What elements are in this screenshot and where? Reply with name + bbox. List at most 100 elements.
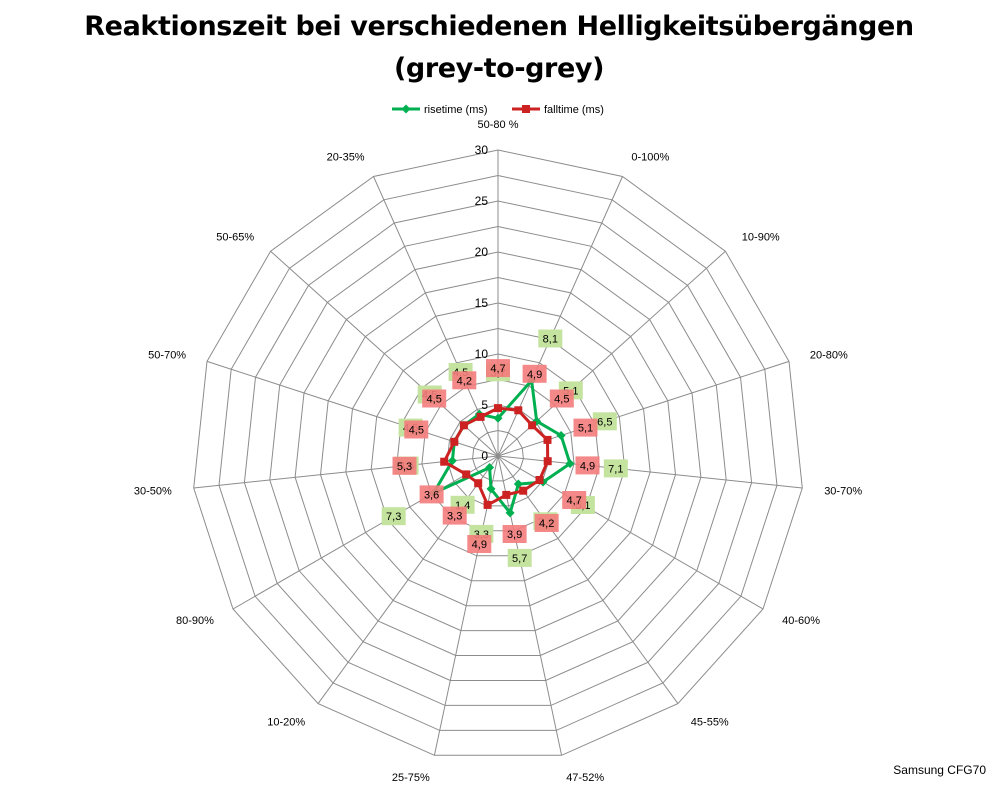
grid-spoke [373,176,499,457]
category-label: 45-55% [691,716,729,728]
data-point [486,484,496,494]
radial-tick-label: 15 [475,296,489,310]
data-label-text: 4,9 [580,460,595,472]
data-label-text: 3,3 [447,511,462,523]
series-line [442,406,550,507]
data-label: 4,2 [534,514,559,532]
data-label-bg [381,507,406,526]
data-label-text: 4,5 [409,425,424,437]
data-label: 7,3 [381,507,406,526]
data-label: 4,9 [575,456,600,475]
data-label-bg [486,359,510,378]
grid-spoke [232,455,499,610]
data-label-text: 4,9 [472,539,487,551]
category-label: 80-90% [176,615,214,627]
data-point [528,421,537,430]
radial-tick-label: 30 [475,143,489,157]
data-label-text: 7,1 [608,463,623,475]
radial-tick-label: 25 [475,194,489,208]
category-label: 47-52% [566,772,604,784]
data-point [462,470,471,479]
grid-ring [294,251,702,656]
category-label: 50-70% [148,350,186,362]
data-label: 3,3 [442,506,467,525]
radar-grid [193,149,803,756]
data-label-bg [538,329,563,348]
data-point [565,459,575,469]
data-label-bg [573,418,598,437]
data-label: 8,1 [538,329,563,348]
data-label-text: 3,6 [424,489,439,501]
data-label-bg [549,389,574,408]
data-point [513,479,523,489]
data-label-text: 4,2 [539,518,554,530]
chart-title-line1: Reaktionszeit bei verschiedenen Helligke… [84,11,914,42]
data-point [483,500,492,509]
data-label: 4,5 [549,389,574,408]
data-point [450,437,459,446]
data-point [505,508,515,518]
category-labels: 50-80 % 0-100% 10-90% 20-80% 30-70% 40-60% 45-… [134,119,862,784]
data-label-text: 5,1 [578,423,593,435]
grid-spoke [317,455,499,704]
series-falltime [440,404,552,509]
data-label: 4,7 [486,359,510,378]
data-point [459,421,468,430]
legend-marker [522,105,530,113]
data-label-bg [467,535,492,553]
data-point [494,404,502,413]
category-label: 20-80% [810,350,848,362]
data-label-text: 5,3 [397,461,412,473]
data-label-bg [507,548,532,567]
data-label: 5,3 [392,456,417,475]
data-label: 5,7 [507,548,532,567]
data-point [543,435,552,444]
data-label: 4,5 [422,389,447,408]
data-point [535,476,544,484]
data-label-bg [502,525,527,543]
data-point [556,431,566,441]
data-point [493,413,503,423]
data-labels: 3,78,15,16,57,15,13,45,73,31,47,34,54,54… [381,329,628,567]
data-label-text: 3,9 [507,529,522,541]
grid-ring [472,429,524,482]
grid-ring [370,327,626,582]
data-label: 4,9 [522,364,547,383]
category-label: 10-90% [742,232,780,244]
category-label: 30-70% [824,485,862,497]
data-point [502,490,511,499]
data-label: 7,1 [603,459,628,478]
data-label-bg [575,456,600,475]
data-label-bg [534,514,559,532]
data-point [485,463,495,473]
grid-ring [218,174,778,731]
grid-ring [421,378,575,532]
grid-ring [319,276,677,632]
category-label: 50-80 % [478,119,519,131]
data-label: 5,1 [573,418,598,437]
grid-ring [193,149,803,756]
data-point [519,486,528,495]
footer-caption: Samsung CFG70 [893,763,986,777]
data-label: 3,6 [419,485,444,504]
category-label: 30-50% [134,485,172,497]
data-label-text: 4,7 [567,495,582,507]
category-label: 40-60% [782,615,820,627]
radial-tick-label: 5 [481,398,488,412]
data-label-text: 4,2 [457,375,472,387]
grid-ring [396,353,600,557]
data-label-bg [404,420,429,439]
radial-tick-label: 0 [481,449,488,463]
data-label-text: 4,5 [427,394,442,406]
category-label: 10-20% [267,716,305,728]
category-label: 50-65% [216,232,254,244]
data-label-bg [419,485,444,504]
data-point [514,406,523,415]
grid-spoke [497,455,679,704]
data-label: 4,9 [467,535,492,553]
data-label-text: 6,5 [597,416,612,428]
category-label: 25-75% [392,772,430,784]
data-label: 4,7 [562,491,587,509]
category-label: 0-100% [631,151,669,163]
